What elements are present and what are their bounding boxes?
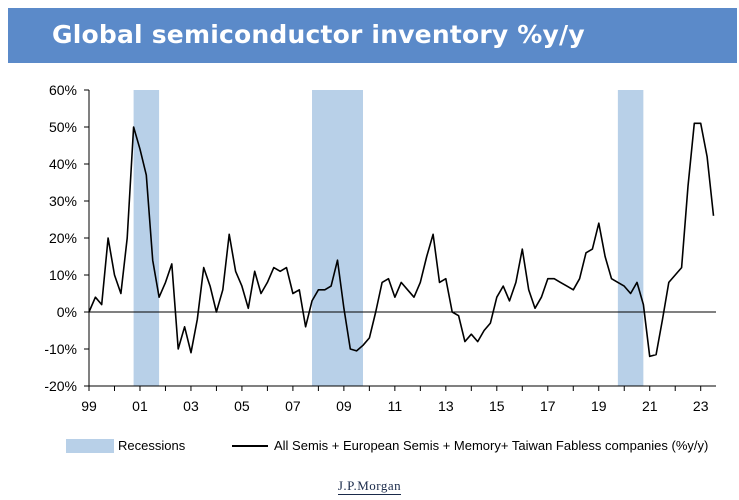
series-lines [88,122,715,358]
recession-swatch [66,438,114,453]
title-bar: Global semiconductor inventory %y/y [8,8,737,63]
y-tick-label: 0% [57,304,77,320]
legend: Recessions All Semis + European Semis + … [0,430,739,460]
x-tick-label: 09 [336,398,352,414]
legend-item-series: All Semis + European Semis + Memory+ Tai… [232,438,708,453]
recession-bands [133,90,644,386]
y-tick-label: 40% [49,156,77,172]
x-tick-label: 03 [183,398,199,414]
recession-band-2 [312,90,363,386]
x-tick-label: 13 [438,398,454,414]
y-tick-label: 60% [49,82,77,98]
y-tick-label: 30% [49,193,77,209]
x-tick-label: 07 [285,398,301,414]
legend-item-recessions: Recessions [66,438,185,453]
x-tick-label: 21 [642,398,658,414]
tick-labels: 60% 50% 40% 30% 20% 10% 0% -10% -20%99 01 03 05 07 09… [44,82,708,414]
brand-text: J.P.Morgan [337,478,402,495]
x-tick-label: 17 [540,398,556,414]
recession-band-3 [617,90,644,386]
y-tick-label: -10% [44,341,77,357]
series-swatch [232,444,268,447]
x-tick-label: 23 [693,398,709,414]
x-tick-label: 11 [388,398,403,414]
recession-band-1 [133,90,160,386]
axes [84,89,716,391]
x-tick-label: 19 [591,398,607,414]
y-tick-label: -20% [44,378,77,394]
y-tick-label: 20% [49,230,77,246]
chart-title: Global semiconductor inventory %y/y [52,20,585,49]
x-tick-label: 05 [234,398,250,414]
x-tick-label: 01 [132,398,148,414]
y-tick-label: 10% [49,267,77,283]
brand-logo: J.P.Morgan [0,478,739,495]
legend-label-recessions: Recessions [118,438,186,453]
legend-label-series: All Semis + European Semis + Memory+ Tai… [274,438,709,453]
x-tick-label: 15 [489,398,505,414]
x-tick-label: 99 [81,398,97,414]
y-tick-label: 50% [49,119,77,135]
series-line-1 [88,122,715,358]
chart-area: 60% 50% 40% 30% 20% 10% 0% -10% -20%99 01 03 05 07 09… [44,82,716,414]
